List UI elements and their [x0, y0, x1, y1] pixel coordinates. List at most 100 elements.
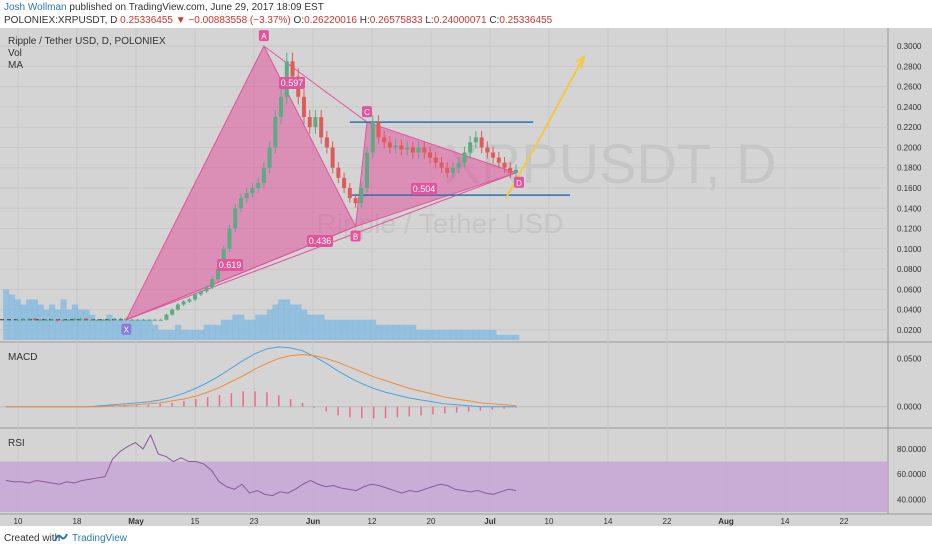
candle-body — [473, 137, 478, 143]
ratio-label: 0.504 — [413, 184, 436, 194]
volume-bar — [232, 314, 239, 340]
point-label: X — [124, 326, 130, 335]
candle-body — [393, 145, 398, 148]
legend-ma: MA — [8, 60, 23, 71]
publish-info: Josh Wollman published on TradingView.co… — [4, 2, 324, 13]
volume-bar — [89, 314, 96, 340]
volume-bar — [415, 329, 422, 340]
candle-body — [301, 96, 306, 118]
volume-bar — [243, 319, 251, 340]
volume-bar — [100, 319, 107, 340]
price-info: POLONIEX:XRPUSDT, D 0.25336455 ▼ −0.0088… — [4, 15, 552, 26]
volume-bar — [335, 319, 342, 340]
volume-bar — [140, 319, 147, 340]
candle-body — [233, 208, 238, 229]
candle-body — [49, 319, 54, 321]
candle-body — [101, 319, 106, 321]
time-tick-label: 20 — [427, 517, 436, 526]
candle-body — [342, 177, 347, 188]
volume-bar — [375, 324, 382, 340]
volume-bar — [398, 324, 405, 340]
candle-body — [456, 162, 461, 168]
chart-header: Josh Wollman published on TradingView.co… — [0, 0, 932, 28]
candle-body — [26, 318, 31, 320]
volume-bar — [169, 329, 176, 340]
candle-body — [279, 96, 284, 118]
last-price: 0.25336455 — [120, 15, 173, 26]
ratio-box — [279, 77, 305, 89]
author-link[interactable]: Josh Wollman — [4, 2, 67, 13]
time-tick-label: 22 — [840, 517, 849, 526]
price-tick-label: 0.1600 — [897, 184, 922, 193]
candle-body — [496, 157, 501, 163]
volume-bar — [478, 329, 485, 340]
volume-bar — [203, 324, 210, 340]
point-marker — [514, 176, 524, 188]
point-label: A — [261, 32, 267, 41]
candle-body — [244, 193, 249, 199]
candle-body — [210, 279, 215, 288]
volume-bar — [146, 319, 153, 340]
candle-body — [462, 152, 467, 163]
candle-body — [387, 142, 392, 148]
candle-body — [158, 319, 163, 321]
volume-bar — [117, 319, 124, 340]
time-tick-label: 23 — [250, 517, 259, 526]
volume-bar — [324, 319, 331, 340]
volume-bar — [192, 329, 199, 340]
volume-bar — [157, 329, 165, 340]
ratio-label: 0.436 — [309, 236, 332, 246]
point-marker — [121, 323, 132, 335]
point-marker — [350, 230, 361, 242]
low-value: 0.24000071 — [433, 15, 487, 26]
volume-bar — [238, 314, 245, 340]
candle-body — [227, 228, 232, 249]
chart-area[interactable]: XRPUSDT, D Ripple / Tether USD XABCD0.59… — [0, 28, 932, 526]
candle-body — [250, 188, 255, 194]
volume-bar — [77, 309, 84, 340]
symbol-label: POLONIEX:XRPUSDT, D — [4, 15, 118, 26]
candle-body — [405, 147, 410, 150]
time-tick-label: 12 — [368, 517, 377, 526]
volume-bar — [392, 324, 400, 340]
volume-bar — [186, 329, 193, 340]
candle-body — [347, 188, 352, 199]
volume-bar — [312, 314, 319, 340]
candle-body — [491, 152, 496, 158]
candle-body — [267, 147, 272, 168]
volume-bar — [438, 329, 445, 340]
volume-bar — [364, 319, 371, 340]
candle-body — [256, 182, 261, 188]
watermark-symbol: XRPUSDT, D — [444, 132, 777, 195]
candle-body — [38, 319, 43, 321]
volume-bar — [175, 324, 182, 340]
macd-pane: MACD — [0, 346, 888, 419]
price-tick-label: 0.2200 — [897, 123, 922, 132]
macd-tick-label: 0.0000 — [897, 403, 922, 412]
volume-bar — [490, 329, 497, 340]
candle-body — [410, 147, 415, 153]
candle-body — [164, 314, 169, 320]
footer: Created with TradingView — [0, 526, 932, 550]
tradingview-brand[interactable]: TradingView — [72, 533, 128, 544]
candle-body — [124, 318, 129, 320]
close-value: 0.25336455 — [499, 15, 553, 26]
volume-bar — [43, 309, 50, 340]
volume-bar — [83, 309, 90, 340]
price-tick-label: 0.2800 — [897, 62, 922, 71]
candle-body — [359, 188, 364, 204]
candle-body — [61, 319, 66, 321]
candle-body — [21, 318, 26, 320]
rsi-tick-label: 60.0000 — [897, 470, 926, 479]
candle-body — [508, 167, 513, 173]
grid — [0, 28, 932, 515]
candle-body — [416, 147, 421, 153]
volume-bar — [261, 314, 268, 340]
candle-body — [330, 147, 335, 168]
ratio-box — [411, 183, 437, 195]
candle-body — [445, 167, 450, 173]
time-tick-label: 18 — [73, 517, 82, 526]
rsi-tick-label: 40.0000 — [897, 495, 926, 504]
volume-bar — [8, 294, 16, 340]
open-value: 0.26220016 — [304, 15, 357, 26]
